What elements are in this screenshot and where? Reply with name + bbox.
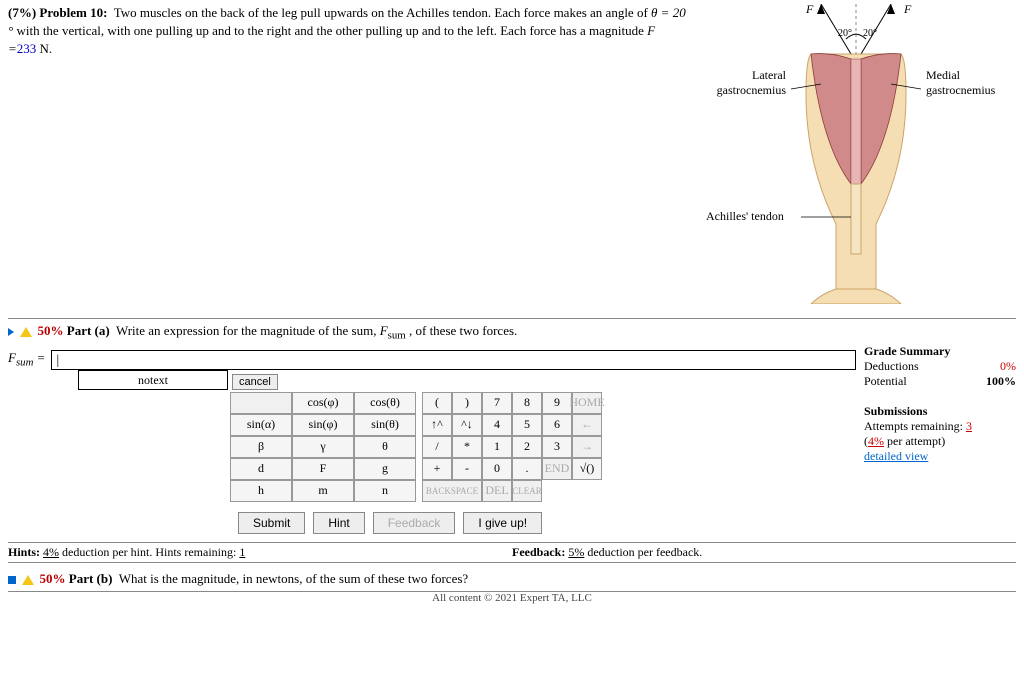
palette-key[interactable]: 5	[512, 414, 542, 436]
palette-key[interactable]: 4	[482, 414, 512, 436]
palette-key[interactable]: 3	[542, 436, 572, 458]
palette-key[interactable]: HOME	[572, 392, 602, 414]
warning-icon	[20, 327, 32, 337]
expand-icon[interactable]	[8, 328, 14, 336]
hints-info: Hints: 4% deduction per hint. Hints rema…	[8, 545, 512, 560]
palette-key[interactable]: ↑^	[422, 414, 452, 436]
palette-key[interactable]: 6	[542, 414, 572, 436]
palette-key[interactable]: )	[452, 392, 482, 414]
palette-key[interactable]: END	[542, 458, 572, 480]
palette-key[interactable]: sin(θ)	[354, 414, 416, 436]
palette-key[interactable]: 9	[542, 392, 572, 414]
grade-summary: Grade Summary Deductions0% Potential100%…	[856, 344, 1016, 534]
palette-key[interactable]: β	[230, 436, 292, 458]
palette-key[interactable]: g	[354, 458, 416, 480]
giveup-button[interactable]: I give up!	[463, 512, 542, 534]
palette-key[interactable]: n	[354, 480, 416, 502]
part-a-header: 50% Part (a) Write an expression for the…	[8, 323, 1016, 342]
palette-key[interactable]: BACKSPACE	[422, 480, 482, 502]
collapse-icon[interactable]	[8, 576, 16, 584]
palette-key[interactable]: DEL	[482, 480, 512, 502]
function-palette: cos(φ)cos(θ) sin(α)sin(φ)sin(θ) βγθ dFg hmn	[230, 392, 416, 502]
problem-statement: (7%) Problem 10: Two muscles on the back…	[8, 4, 686, 59]
palette-key[interactable]: 8	[512, 392, 542, 414]
palette-key[interactable]: 7	[482, 392, 512, 414]
palette-key[interactable]: sin(α)	[230, 414, 292, 436]
palette-key[interactable]: 0	[482, 458, 512, 480]
notext-box: notext	[78, 370, 228, 390]
palette-key[interactable]: /	[422, 436, 452, 458]
palette-key[interactable]: CLEAR	[512, 480, 542, 502]
anatomy-figure: F F 20° 20° Lateral gastrocnemius Medial…	[696, 4, 1016, 314]
palette-key[interactable]: θ	[354, 436, 416, 458]
submit-button[interactable]: Submit	[238, 512, 305, 534]
palette-key[interactable]: cos(θ)	[354, 392, 416, 414]
palette-key[interactable]: ←	[572, 414, 602, 436]
warning-icon	[22, 575, 34, 585]
palette-key[interactable]: F	[292, 458, 354, 480]
palette-key[interactable]: *	[452, 436, 482, 458]
palette-key[interactable]: sin(φ)	[292, 414, 354, 436]
palette-key[interactable]: 1	[482, 436, 512, 458]
palette-key[interactable]: (	[422, 392, 452, 414]
palette-key[interactable]: ^↓	[452, 414, 482, 436]
palette-key[interactable]: cos(φ)	[292, 392, 354, 414]
feedback-info: Feedback: 5% deduction per feedback.	[512, 545, 1016, 560]
palette-key[interactable]: .	[512, 458, 542, 480]
palette-key[interactable]: -	[452, 458, 482, 480]
detailed-view-link[interactable]: detailed view	[864, 449, 1016, 464]
fsum-label: Fsum =	[8, 350, 45, 369]
palette-key	[230, 392, 292, 414]
palette-key[interactable]: +	[422, 458, 452, 480]
palette-key[interactable]: m	[292, 480, 354, 502]
feedback-button[interactable]: Feedback	[373, 512, 456, 534]
expression-input[interactable]	[51, 350, 856, 370]
part-b-header: 50% Part (b) What is the magnitude, in n…	[8, 571, 1016, 587]
palette-key[interactable]: h	[230, 480, 292, 502]
palette-key[interactable]: 2	[512, 436, 542, 458]
palette-key[interactable]: →	[572, 436, 602, 458]
palette-key[interactable]: d	[230, 458, 292, 480]
palette-key[interactable]: √()	[572, 458, 602, 480]
number-palette: ()789HOME ↑^^↓456← /*123→ +-0.END√() BACKSPA…	[422, 392, 602, 502]
cancel-button[interactable]: cancel	[232, 374, 278, 390]
hint-button[interactable]: Hint	[313, 512, 364, 534]
palette-key[interactable]: γ	[292, 436, 354, 458]
footer-copyright: All content © 2021 Expert TA, LLC	[8, 591, 1016, 604]
